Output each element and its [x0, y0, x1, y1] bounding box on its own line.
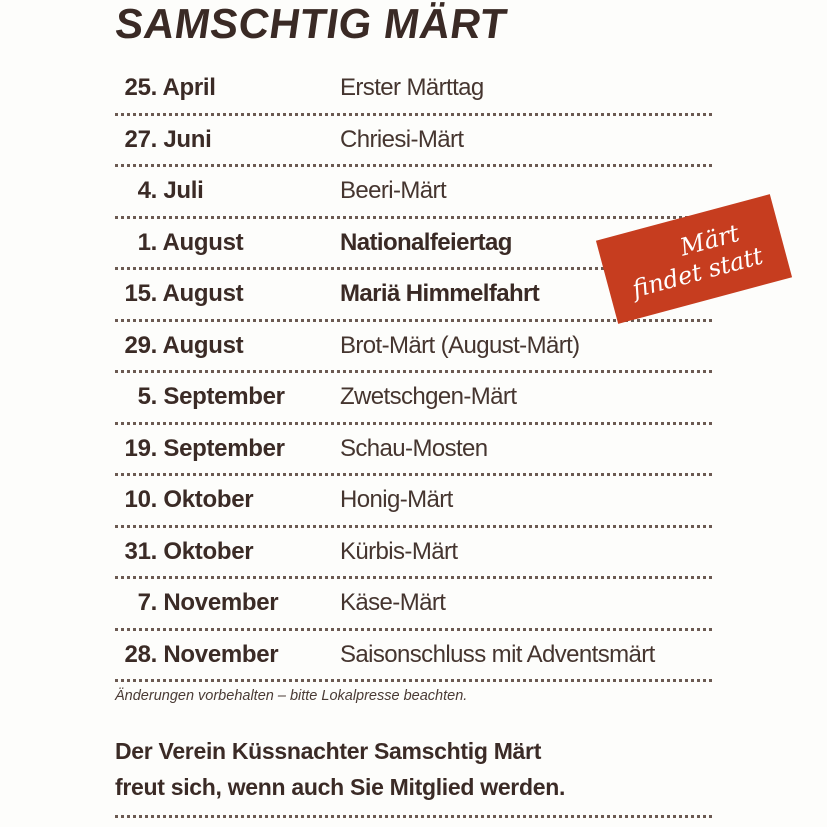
event-date: 19. September: [115, 435, 285, 463]
event-row: 25. April Erster Märttag: [115, 64, 712, 116]
event-row: 10. Oktober Honig-Märt: [115, 476, 712, 528]
event-day: 19.: [124, 434, 158, 462]
event-name: Erster Märttag: [340, 74, 484, 101]
event-month: Juli: [163, 177, 204, 204]
event-name: Zwetschgen-Märt: [340, 383, 517, 410]
event-month: Juni: [163, 125, 212, 153]
event-month: November: [163, 640, 279, 668]
event-day: 7.: [137, 589, 158, 616]
event-month: September: [163, 434, 285, 462]
event-name: Schau-Mosten: [340, 434, 488, 462]
event-row: 27. Juni Chriesi-Märt: [115, 116, 712, 167]
event-row: 15. August Mariä Himmelfahrt: [115, 270, 712, 322]
membership-text: Der Verein Küssnachter Samschtig Märt fr…: [115, 733, 712, 818]
event-row: 31. Oktober Kürbis-Märt: [115, 528, 712, 579]
event-day: 1.: [137, 228, 158, 256]
event-month: August: [162, 228, 244, 256]
event-day: 15.: [124, 280, 158, 307]
event-month: November: [163, 589, 279, 616]
event-month: Oktober: [163, 486, 254, 513]
event-month: August: [162, 331, 244, 359]
event-month: April: [162, 74, 216, 101]
disclaimer-note: Änderungen vorbehalten – bitte Lokalpres…: [115, 688, 468, 704]
event-row: 4. Juli Beeri-Märt: [115, 167, 712, 219]
event-day: 10.: [124, 486, 158, 513]
event-date: 10. Oktober: [115, 486, 254, 514]
event-name: Mariä Himmelfahrt: [340, 280, 540, 307]
event-row: 29. August Brot-Märt (August-Märt): [115, 322, 712, 373]
event-row: 5. September Zwetschgen-Märt: [115, 373, 712, 425]
footer-line-1: Der Verein Küssnachter Samschtig Märt: [115, 738, 542, 764]
event-date: 27. Juni: [115, 126, 212, 154]
event-list: 25. April Erster Märttag 27. Juni Chriesi-M…: [115, 64, 712, 682]
event-name: Brot-Märt (August-Märt): [340, 331, 580, 359]
event-month: September: [163, 383, 285, 410]
event-name: Honig-Märt: [340, 486, 453, 513]
event-date: 1. August: [115, 228, 244, 257]
event-date: 4. Juli: [115, 177, 204, 205]
event-date: 31. Oktober: [115, 537, 254, 566]
event-row: 7. November Käse-Märt: [115, 579, 712, 631]
event-day: 5.: [137, 383, 158, 410]
event-month: August: [162, 280, 244, 307]
event-name: Saisonschluss mit Adventsmärt: [340, 640, 655, 668]
event-month: Oktober: [163, 537, 254, 565]
page-title: SAMSCHTIG MÄRT: [113, 0, 508, 47]
event-date: 25. April: [115, 74, 216, 102]
event-row: 28. November Saisonschluss mit Adventsmär…: [115, 631, 712, 682]
event-name: Beeri-Märt: [340, 177, 447, 204]
event-name: Nationalfeiertag: [340, 228, 512, 256]
event-name: Käse-Märt: [340, 589, 446, 616]
event-day: 29.: [124, 331, 158, 359]
event-date: 7. November: [115, 589, 279, 617]
footer-line-2: freut sich, wenn auch Sie Mitglied werde…: [115, 774, 566, 800]
event-date: 15. August: [115, 280, 244, 308]
event-date: 5. September: [115, 383, 285, 411]
event-day: 27.: [124, 125, 158, 153]
event-date: 28. November: [115, 640, 279, 669]
event-name: Kürbis-Märt: [340, 537, 458, 565]
event-date: 29. August: [115, 331, 244, 360]
event-name: Chriesi-Märt: [340, 125, 464, 153]
event-row: 19. September Schau-Mosten: [115, 425, 712, 476]
event-day: 28.: [124, 640, 158, 668]
event-day: 31.: [124, 537, 158, 565]
event-row: 1. August Nationalfeiertag: [115, 219, 712, 270]
event-day: 4.: [137, 177, 158, 204]
event-day: 25.: [124, 74, 158, 101]
